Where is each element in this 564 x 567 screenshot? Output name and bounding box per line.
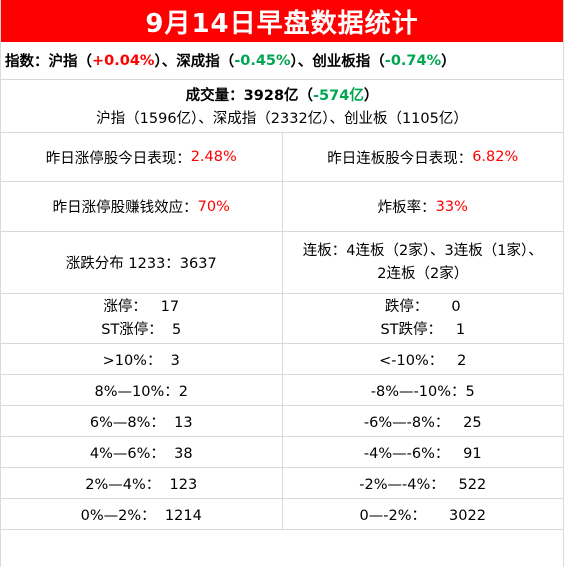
sh-index-change: +0.04% <box>92 52 155 69</box>
effect-row: 昨日涨停股赚钱效应： 70% 炸板率： 33% <box>1 182 563 232</box>
consec-perf-label: 昨日连板股今日表现： <box>327 150 473 167</box>
limit-up-counts: 涨停： 17 ST涨停： 5 <box>1 294 283 343</box>
limits-row: 涨停： 17 ST涨停： 5 跌停： 0 ST跌停： 1 <box>1 294 563 344</box>
range-up: 6%—8%： 13 <box>1 406 283 436</box>
st-limit-up-count: ST涨停： 5 <box>101 321 182 338</box>
range-up: 8%—10%：2 <box>1 375 283 405</box>
paren: ） <box>363 88 379 104</box>
page-title: 9月14日早盘数据统计 <box>1 0 563 42</box>
range-row: 8%—10%：2 -8%—-10%：5 <box>1 375 563 406</box>
range-down: <-10%： 2 <box>379 352 467 369</box>
paren: ）、 <box>290 54 313 70</box>
break-rate-label: 炸板率： <box>377 200 436 216</box>
cy-index-change: -0.74% <box>384 52 442 69</box>
limit-up-count: 涨停： 17 <box>103 298 180 315</box>
range-row: 2%—4%： 123 -2%—-4%： 522 <box>1 468 563 499</box>
limit-up-perf-label: 昨日涨停股今日表现： <box>45 150 191 167</box>
range-up: 4%—6%： 38 <box>1 437 283 467</box>
sh-index-name: 沪指 <box>48 54 78 70</box>
range-row: >10%： 3 <-10%： 2 <box>1 344 563 375</box>
range-up: 0%—2%： 1214 <box>1 499 283 529</box>
up-down-distribution: 涨跌分布 1233：3637 <box>1 232 283 293</box>
cy-index-name: 创业板指 <box>312 54 371 70</box>
distribution-row: 涨跌分布 1233：3637 连板：4连板（2家）、3连板（1家）、 2连板（2… <box>1 232 563 294</box>
range-up: 2%—4%： 123 <box>1 468 283 498</box>
limit-down-count: 跌停： 0 <box>384 298 461 315</box>
limit-up-perf-value: 2.48% <box>190 149 237 165</box>
sz-index-change: -0.45% <box>234 52 291 69</box>
range-down: 0—-2%： 3022 <box>359 507 486 524</box>
range-up: >10%： 3 <box>1 344 283 374</box>
range-row: 0%—2%： 1214 0—-2%： 3022 <box>1 499 563 530</box>
consec-line-2: 2连板（2家） <box>377 265 469 282</box>
break-rate: 炸板率： 33% <box>283 182 564 231</box>
indices-row: 指数： 沪指 （ +0.04% ）、 深成指 （ -0.45% ）、 创业板指 … <box>1 42 563 80</box>
range-down: -6%—-8%： 25 <box>363 414 482 431</box>
consec-perf-value: 6.82% <box>472 149 519 165</box>
limit-up-performance: 昨日涨停股今日表现： 2.48% <box>1 133 283 181</box>
paren: ）、 <box>154 54 177 70</box>
consecutive-limit-boards: 连板：4连板（2家）、3连板（1家）、 2连板（2家） <box>283 232 564 293</box>
paren: （ <box>219 54 235 70</box>
range-down: -4%—-6%： 91 <box>363 445 482 462</box>
range-down: -2%—-4%： 522 <box>359 476 487 493</box>
consec-line-1: 连板：4连板（2家）、3连板（1家）、 <box>302 242 543 259</box>
paren: ） <box>441 54 456 70</box>
volume-detail: 沪指（1596亿）、深成指（2332亿）、创业板（1105亿） <box>96 111 468 127</box>
money-effect-value: 70% <box>197 198 230 215</box>
range-row: 4%—6%： 38 -4%—-6%： 91 <box>1 437 563 468</box>
volume-change: -574亿 <box>313 88 364 104</box>
sz-index-name: 深成指 <box>176 54 220 70</box>
money-effect: 昨日涨停股赚钱效应： 70% <box>1 182 283 231</box>
consec-performance: 昨日连板股今日表现： 6.82% <box>283 133 564 181</box>
volume-row: 成交量：3928亿（-574亿） 沪指（1596亿）、深成指（2332亿）、创业… <box>1 80 563 133</box>
perf-row: 昨日涨停股今日表现： 2.48% 昨日连板股今日表现： 6.82% <box>1 133 563 182</box>
range-row: 6%—8%： 13 -6%—-8%： 25 <box>1 406 563 437</box>
paren: （ <box>370 54 385 70</box>
range-down: -8%—-10%：5 <box>370 383 475 400</box>
volume-label: 成交量：3928亿（ <box>185 88 314 104</box>
limit-down-counts: 跌停： 0 ST跌停： 1 <box>283 294 564 343</box>
money-effect-label: 昨日涨停股赚钱效应： <box>52 200 198 216</box>
indices-label: 指数： <box>5 54 49 70</box>
volume-total: 成交量：3928亿（-574亿） <box>186 84 379 105</box>
paren: （ <box>77 54 93 70</box>
break-rate-value: 33% <box>435 198 468 215</box>
st-limit-down-count: ST跌停： 1 <box>380 321 466 338</box>
